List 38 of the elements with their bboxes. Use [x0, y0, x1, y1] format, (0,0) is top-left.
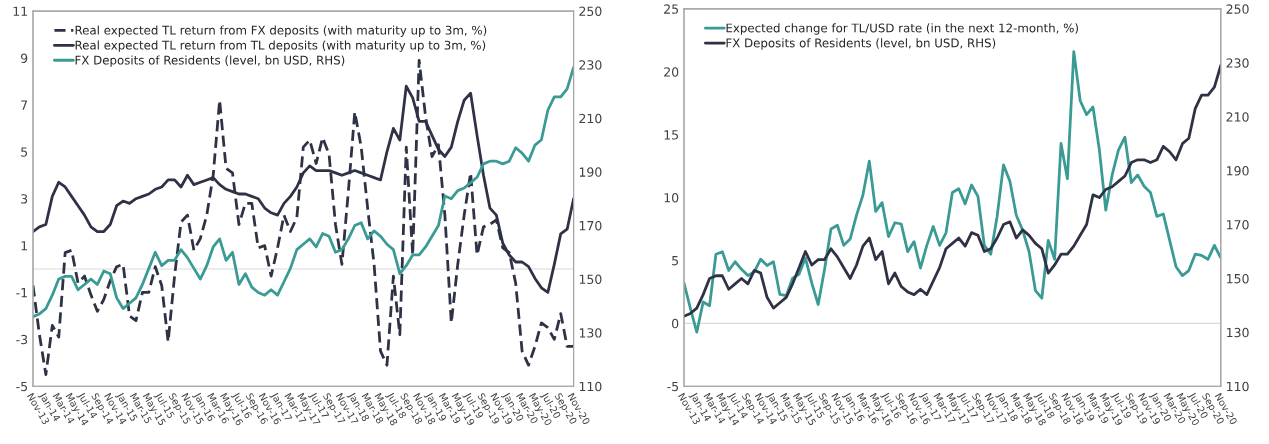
- legend-label: FX Deposits of Residents (level, bn USD, RHS): [726, 38, 996, 50]
- y2-tick-label: 130: [1227, 327, 1249, 338]
- y2-tick-label: 210: [579, 113, 602, 124]
- y2-tick-label: 190: [579, 167, 602, 177]
- y-tick-label: 15: [664, 130, 679, 140]
- y-tick-label: 3: [21, 194, 28, 204]
- y2-tick-label: 230: [1226, 58, 1249, 68]
- y2-tick-label: 110: [579, 381, 602, 392]
- y2-tick-label: 230: [579, 60, 602, 70]
- y2-tick-label: 170: [579, 220, 602, 231]
- y2-tick-label: 130: [579, 328, 602, 338]
- y2-tick-label: 150: [579, 274, 602, 285]
- y-tick-label: 1: [21, 241, 27, 251]
- y2-tick-label: 190: [1227, 166, 1249, 176]
- legend-label: Real expected TL return from FX deposits (with maturity up to 3m, %): [75, 25, 487, 37]
- line-series: [32, 65, 574, 318]
- y-tick-label: 20: [664, 67, 679, 77]
- y-tick-label: 5: [21, 147, 28, 157]
- y-tick-label: 25: [664, 4, 679, 14]
- y-tick-label: 0: [672, 318, 679, 329]
- y-tick-label: 7: [21, 100, 28, 110]
- y-tick-label: 10: [664, 193, 679, 203]
- y-tick-label: 9: [20, 53, 28, 63]
- legend-label: Expected change for TL/USD rate (in the next 12-month, %): [726, 23, 1078, 35]
- y-tick-label: 5: [672, 256, 679, 266]
- y2-tick-label: 170: [1227, 220, 1249, 230]
- y2-tick-label: 210: [1226, 112, 1249, 122]
- legend-label: FX Deposits of Residents (level, bn USD, RHS): [75, 55, 345, 67]
- y2-tick-label: 250: [1226, 4, 1249, 14]
- y-tick-label: -5: [16, 381, 28, 392]
- y2-tick-label: 150: [1227, 273, 1249, 284]
- y-tick-label: -1: [16, 288, 27, 298]
- legend-label: Real expected TL return from TL deposits (with maturity up to 3m, %): [75, 40, 486, 52]
- y-tick-label: 11: [13, 6, 27, 16]
- y-tick-label: -5: [667, 381, 679, 392]
- y2-tick-label: 110: [1227, 381, 1249, 392]
- y-tick-label: -3: [16, 334, 28, 345]
- y2-tick-label: 250: [579, 6, 602, 17]
